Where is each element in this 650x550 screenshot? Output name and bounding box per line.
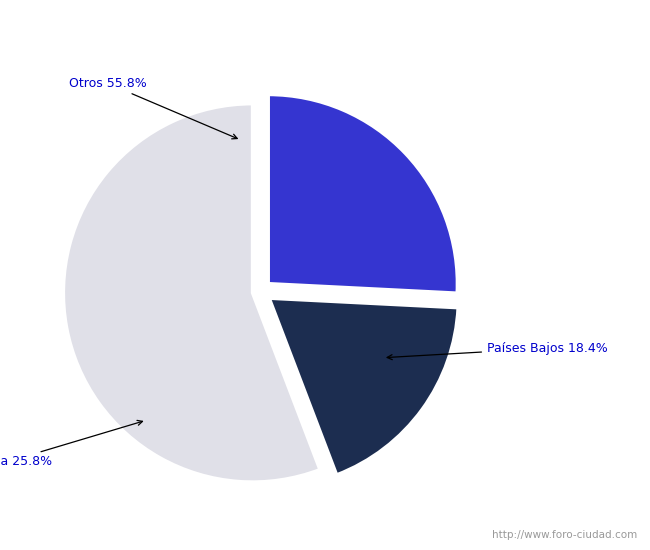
Text: http://www.foro-ciudad.com: http://www.foro-ciudad.com	[492, 530, 637, 540]
Text: Países Bajos 18.4%: Países Bajos 18.4%	[387, 342, 608, 360]
Wedge shape	[268, 95, 458, 293]
Text: Aguilar de la Frontera - Turistas extranjeros según país - Abril de 2024: Aguilar de la Frontera - Turistas extran…	[68, 18, 582, 34]
Wedge shape	[63, 103, 320, 482]
Text: Francia 25.8%: Francia 25.8%	[0, 420, 142, 468]
Wedge shape	[269, 298, 458, 475]
Text: Otros 55.8%: Otros 55.8%	[69, 77, 237, 139]
